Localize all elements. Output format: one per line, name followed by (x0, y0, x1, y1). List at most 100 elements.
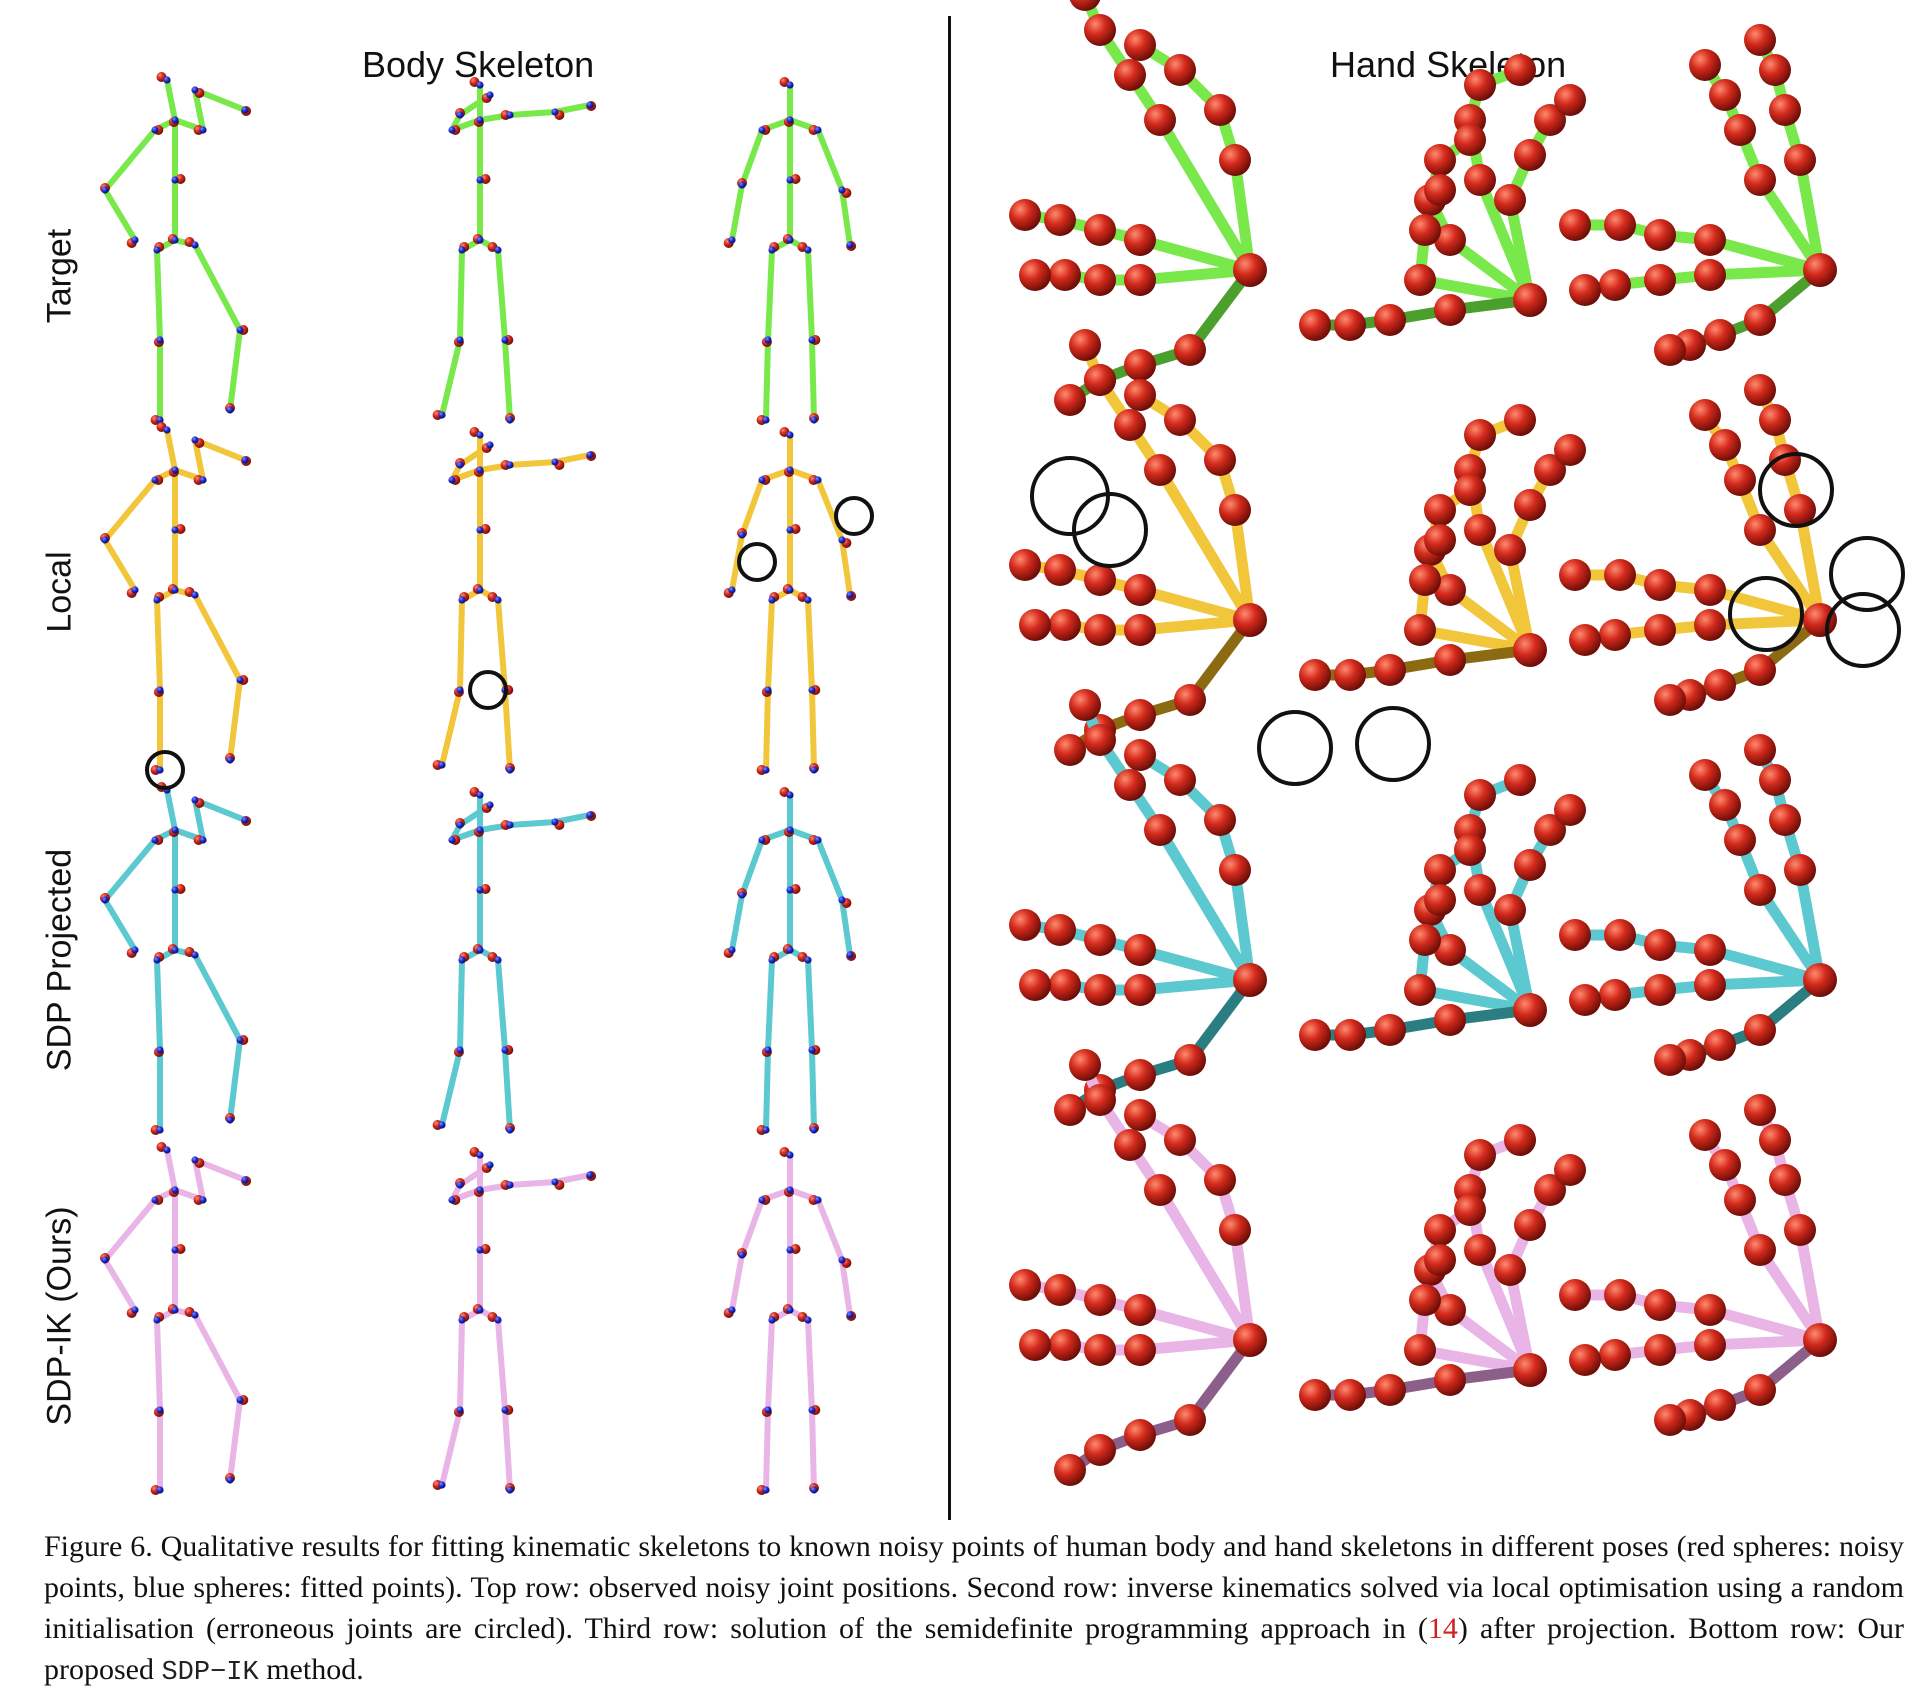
noisy-point (1334, 309, 1366, 341)
noisy-point (1694, 259, 1726, 291)
noisy-point (1744, 1014, 1776, 1046)
hand-bone (1229, 1224, 1256, 1346)
noisy-point (1334, 659, 1366, 691)
noisy-point (1599, 269, 1631, 301)
fitted-point (762, 416, 770, 424)
noisy-point (1084, 264, 1116, 296)
fitted-point (199, 126, 207, 134)
noisy-point (1724, 1184, 1756, 1216)
fitted-point (762, 1486, 770, 1494)
fitted-point (101, 1256, 109, 1264)
fitted-point (476, 176, 484, 184)
error-circle (1355, 706, 1431, 782)
fitted-point (191, 1156, 199, 1164)
body-bone (502, 337, 513, 423)
body-bone (154, 597, 163, 693)
noisy-point (1464, 419, 1496, 451)
fitted-point (814, 126, 822, 134)
equation-reference-link[interactable]: 14 (1427, 1612, 1458, 1645)
body-bone (765, 247, 775, 343)
hand-bone (1414, 1344, 1536, 1376)
noisy-point (1054, 1454, 1086, 1486)
body-bone (227, 1037, 243, 1123)
noisy-point (1124, 379, 1156, 411)
fitted-point (786, 1151, 794, 1159)
noisy-point (1084, 1334, 1116, 1366)
fitted-point (786, 431, 794, 439)
noisy-point (1174, 1404, 1206, 1436)
fitted-point (456, 1046, 464, 1054)
noisy-point (1759, 764, 1791, 796)
error-circle (1829, 536, 1905, 612)
body-bone (102, 1197, 158, 1263)
noisy-point (1654, 1044, 1686, 1076)
body-skeleton-r3-c2 (723, 1147, 857, 1495)
fitted-point (191, 591, 199, 599)
noisy-point (1164, 404, 1196, 436)
fitted-point (131, 586, 139, 594)
hand-skeleton-r3-c0 (1009, 1049, 1267, 1486)
fitted-point (501, 1406, 509, 1414)
fitted-point (156, 1046, 164, 1054)
caption-text-3: method. (258, 1653, 364, 1686)
fitted-point (476, 1151, 484, 1159)
fitted-point (153, 596, 161, 604)
noisy-point (1514, 1209, 1546, 1241)
fitted-point (171, 526, 179, 534)
body-bone (164, 1147, 178, 1193)
body-bone (102, 537, 138, 593)
hand-skeleton-r3-c1 (1299, 1124, 1586, 1411)
body-bone (839, 1257, 853, 1318)
fitted-point (191, 796, 199, 804)
error-circle (834, 496, 874, 536)
fitted-point (153, 246, 161, 254)
noisy-point (1124, 1059, 1156, 1091)
noisy-point (1164, 1124, 1196, 1156)
noisy-point (1009, 549, 1041, 581)
fitted-point (786, 526, 794, 534)
noisy-point (1114, 59, 1146, 91)
noisy-point (1803, 253, 1837, 287)
noisy-point (1504, 404, 1536, 436)
fitted-point (762, 1126, 770, 1134)
hand-skeleton-r1-c0 (1009, 329, 1267, 766)
hand-bone (1704, 264, 1826, 281)
body-bone (502, 687, 513, 773)
body-bone (457, 1317, 465, 1413)
fitted-point (476, 431, 484, 439)
fitted-point (486, 91, 494, 99)
fitted-point (476, 791, 484, 799)
fitted-point (171, 826, 179, 834)
body-bone (805, 1317, 815, 1413)
noisy-point (1644, 1289, 1676, 1321)
noisy-point (1434, 1294, 1466, 1326)
fitted-point (494, 246, 502, 254)
body-bone (839, 187, 853, 248)
noisy-point (1144, 454, 1176, 486)
noisy-point (1514, 139, 1546, 171)
noisy-point (1124, 349, 1156, 381)
noisy-point (1424, 1244, 1456, 1276)
fitted-point (448, 126, 456, 134)
noisy-point (1044, 914, 1076, 946)
fitted-point (448, 476, 456, 484)
fitted-point (226, 1116, 234, 1124)
fitted-point (808, 686, 816, 694)
fitted-point (814, 836, 822, 844)
hand-bone (1229, 504, 1256, 626)
noisy-point (1424, 524, 1456, 556)
noisy-point (1204, 94, 1236, 126)
noisy-point (1069, 1049, 1101, 1081)
body-bone (439, 337, 463, 418)
fitted-point (191, 241, 199, 249)
noisy-point (1769, 94, 1801, 126)
hand-bone (1704, 974, 1826, 991)
fitted-point (506, 1486, 514, 1494)
noisy-point (1604, 919, 1636, 951)
hand-bone (1704, 944, 1826, 986)
fitted-point (768, 1316, 776, 1324)
fitted-point (838, 1256, 846, 1264)
body-bone (164, 77, 178, 123)
body-bone (507, 459, 558, 468)
fitted-point (458, 596, 466, 604)
